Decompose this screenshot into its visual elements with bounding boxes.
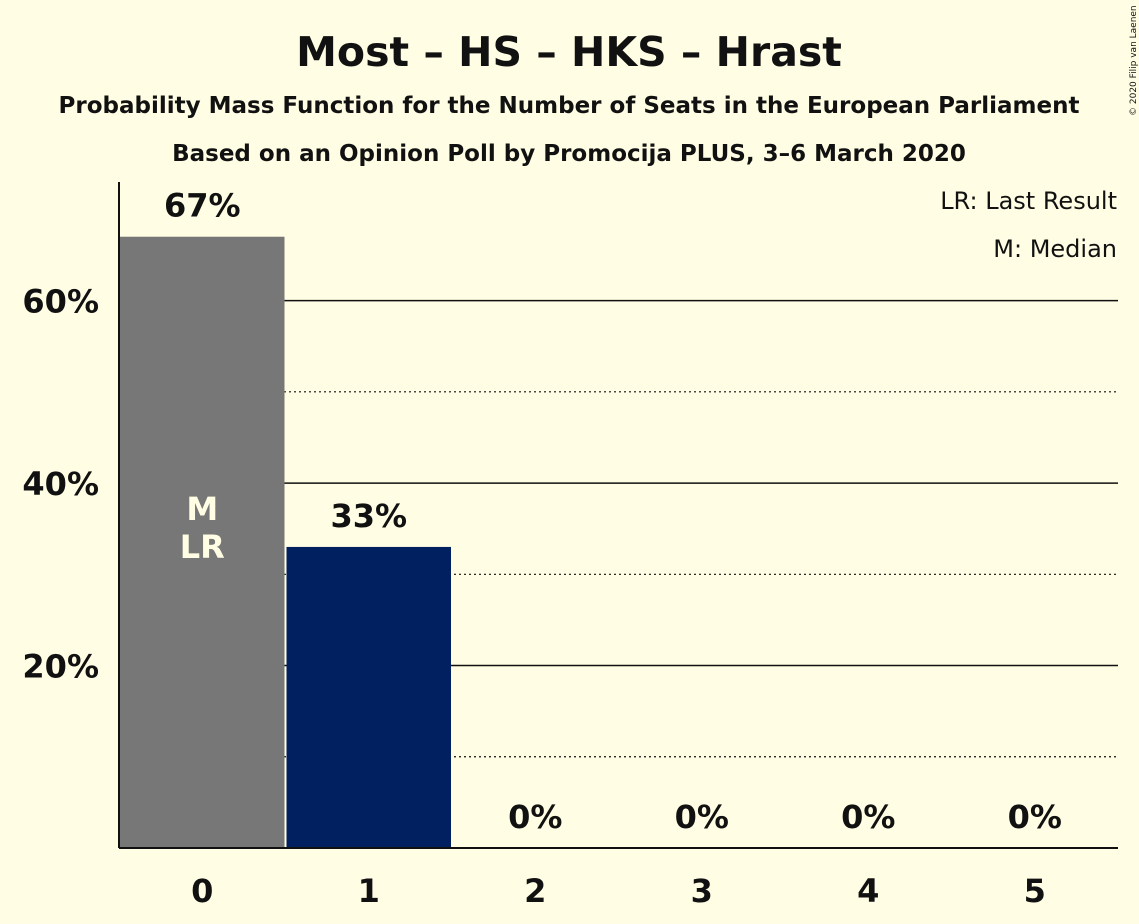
x-tick-label: 4 [857,872,879,910]
bar-value-label: 0% [1008,798,1062,836]
x-tick-label: 2 [524,872,546,910]
bar-value-label: 67% [164,187,241,225]
bar-seats-1 [286,546,451,848]
y-tick-label: 20% [22,648,99,686]
x-tick-label: 3 [691,872,713,910]
chart-subtitle-1: Probability Mass Function for the Number… [59,93,1080,119]
bar-seats-0 [120,236,285,848]
y-tick-label: 60% [22,283,99,321]
copyright-notice: © 2020 Filip van Laenen [1129,5,1139,116]
bar-value-label: 0% [675,798,729,836]
x-tick-label: 0 [191,872,213,910]
x-tick-label: 1 [358,872,380,910]
y-tick-label: 40% [22,465,99,503]
legend-last-result: LR: Last Result [940,187,1117,215]
x-tick-label: 5 [1024,872,1046,910]
chart-subtitle-2: Based on an Opinion Poll by Promocija PL… [172,141,966,167]
bar-annotation-lr: LR [180,528,225,566]
bar-value-label: 0% [508,798,562,836]
bar-value-label: 0% [841,798,895,836]
bar-annotation-m: M [186,490,218,528]
legend-median: M: Median [993,235,1117,263]
bar-value-label: 33% [330,497,407,535]
chart-title: Most – HS – HKS – Hrast [296,28,842,76]
